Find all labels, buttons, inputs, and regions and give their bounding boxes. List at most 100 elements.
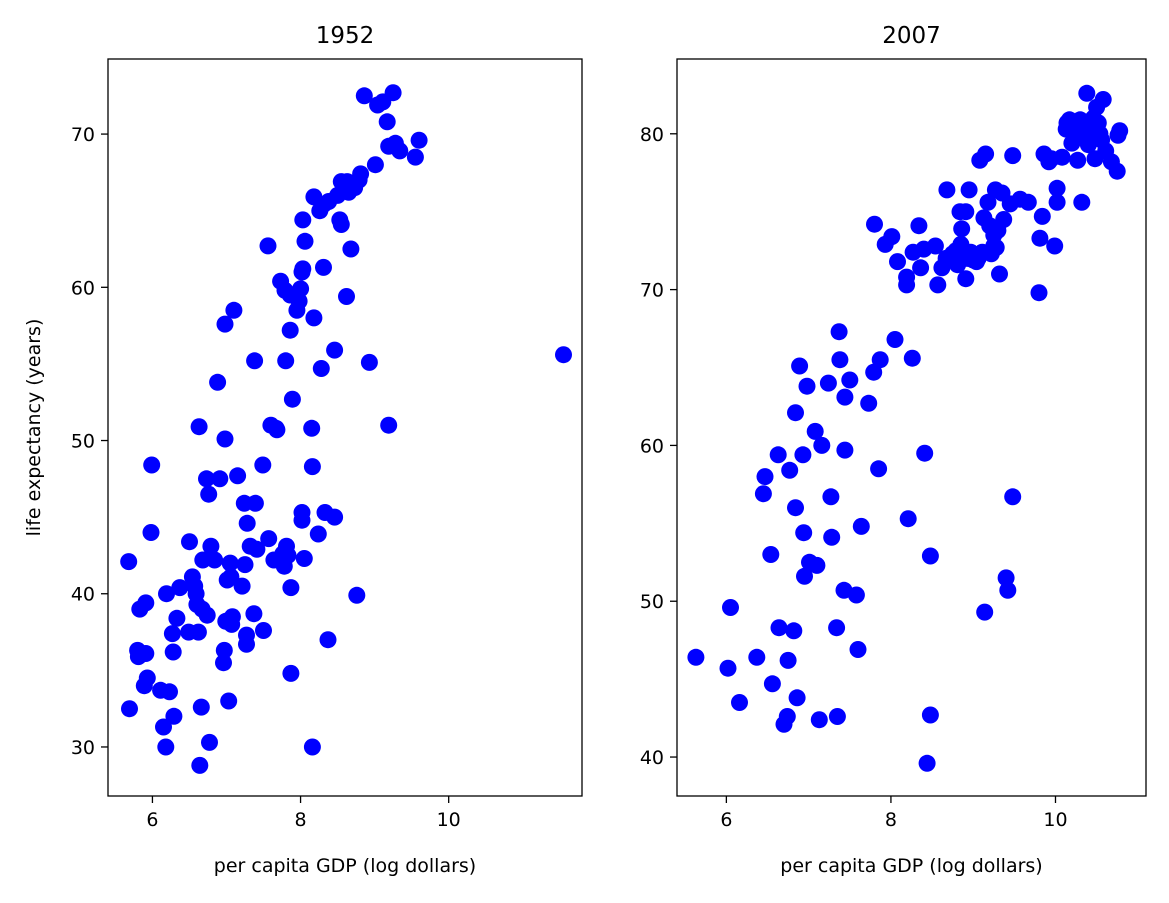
data-point-1952-134 [410, 131, 428, 149]
data-point-2007-63 [921, 706, 939, 724]
x-axis-ticks-2007: 6 8 10 [720, 796, 1068, 831]
data-point-1952-35 [200, 485, 218, 503]
data-point-2007-141 [1111, 122, 1129, 140]
data-point-1952-28 [190, 418, 208, 436]
data-point-2007-7 [762, 546, 780, 563]
data-point-2007-88 [977, 145, 995, 163]
data-point-1952-64 [248, 540, 266, 558]
data-point-2007-18 [788, 689, 806, 707]
data-point-1952-39 [209, 373, 227, 391]
scatter-panel-2007: 6 8 10 40 50 60 70 80 2007 per capita GDP (log… [640, 23, 1147, 877]
data-point-2007-54 [899, 510, 917, 528]
data-point-2007-17 [787, 499, 804, 517]
data-point-2007-16 [787, 404, 804, 422]
data-point-2007-31 [823, 528, 841, 546]
data-point-1952-49 [222, 568, 240, 586]
data-point-2007-46 [870, 460, 888, 478]
data-point-1952-32 [194, 551, 212, 569]
data-point-1952-114 [338, 288, 355, 305]
data-point-1952-100 [309, 525, 327, 543]
data-point-1952-9 [142, 524, 160, 541]
data-point-2007-49 [883, 228, 901, 246]
data-point-2007-27 [810, 711, 828, 729]
data-point-2007-55 [903, 349, 921, 367]
data-point-2007-39 [841, 371, 859, 389]
data-point-1952-82 [282, 579, 300, 597]
data-point-2007-128 [1079, 136, 1097, 154]
data-point-2007-57 [910, 217, 928, 235]
data-point-1952-109 [326, 341, 344, 359]
data-point-2007-22 [796, 567, 813, 585]
data-point-1952-8 [138, 669, 156, 687]
data-point-1952-92 [294, 260, 312, 278]
data-point-2007-4 [748, 648, 766, 666]
data-point-1952-123 [360, 353, 378, 371]
point-layer-1952 [120, 84, 572, 774]
data-point-2007-0 [687, 648, 705, 666]
x-tick-label-2007-8: 8 [885, 809, 897, 831]
data-point-2007-5 [754, 485, 772, 503]
data-point-2007-15 [785, 622, 803, 640]
data-point-1952-97 [303, 738, 321, 756]
data-point-1952-80 [281, 321, 299, 339]
data-point-2007-12 [778, 708, 796, 725]
x-axis-label-2007: per capita GDP (log dollars) [780, 855, 1042, 877]
data-point-2007-106 [1019, 193, 1037, 211]
data-point-1952-16 [163, 625, 181, 643]
data-point-1952-133 [406, 148, 424, 166]
data-point-1952-0 [120, 553, 138, 571]
data-point-1952-65 [254, 456, 272, 474]
data-point-1952-132 [391, 142, 409, 160]
data-point-1952-12 [155, 718, 172, 736]
data-point-2007-100 [997, 569, 1015, 587]
data-point-2007-64 [926, 237, 944, 255]
data-point-1952-53 [229, 467, 247, 485]
y-tick-label-2007-40: 40 [640, 747, 664, 769]
data-point-2007-32 [828, 619, 846, 637]
data-point-2007-3 [731, 694, 748, 711]
data-point-2007-40 [847, 586, 865, 604]
data-point-1952-34 [198, 606, 216, 624]
data-point-1952-96 [303, 458, 321, 476]
data-point-1952-19 [168, 609, 186, 627]
data-point-2007-127 [1078, 84, 1096, 102]
y-axis-ticks-1952: 30 40 50 60 70 [71, 124, 108, 759]
data-point-2007-139 [1108, 162, 1126, 180]
data-point-2007-35 [831, 351, 849, 369]
data-point-1952-93 [295, 550, 313, 567]
data-point-2007-116 [1053, 148, 1071, 166]
data-point-1952-79 [279, 546, 297, 564]
data-point-1952-67 [259, 237, 277, 255]
data-point-2007-103 [1004, 147, 1022, 165]
data-point-2007-26 [808, 556, 826, 574]
data-point-2007-19 [791, 357, 809, 375]
data-point-1952-58 [238, 626, 255, 644]
data-point-2007-60 [916, 444, 934, 462]
data-point-1952-135 [555, 346, 572, 364]
data-point-2007-10 [770, 619, 788, 637]
data-point-1952-52 [225, 301, 243, 319]
y-tick-label-1952-70: 70 [71, 124, 95, 146]
data-point-1952-43 [216, 315, 234, 333]
data-point-1952-6 [137, 645, 155, 662]
data-point-2007-43 [860, 394, 878, 412]
data-point-2007-37 [836, 388, 854, 406]
data-point-1952-13 [157, 738, 175, 756]
x-tick-label-1952-8: 8 [295, 809, 307, 831]
data-point-2007-122 [1069, 151, 1087, 169]
data-point-2007-101 [999, 581, 1017, 599]
data-point-2007-61 [918, 754, 936, 772]
data-point-2007-58 [912, 259, 930, 277]
data-point-2007-79 [960, 181, 978, 199]
data-point-2007-45 [866, 215, 883, 233]
data-point-2007-8 [763, 675, 781, 693]
data-point-1952-94 [296, 232, 314, 250]
data-point-1952-87 [292, 280, 310, 298]
data-point-2007-38 [836, 441, 854, 459]
data-point-2007-97 [991, 265, 1008, 283]
data-point-1952-62 [246, 352, 264, 370]
data-point-2007-89 [979, 193, 997, 211]
data-point-1952-38 [206, 551, 224, 569]
data-point-1952-51 [223, 608, 241, 626]
data-point-2007-2 [722, 599, 739, 616]
